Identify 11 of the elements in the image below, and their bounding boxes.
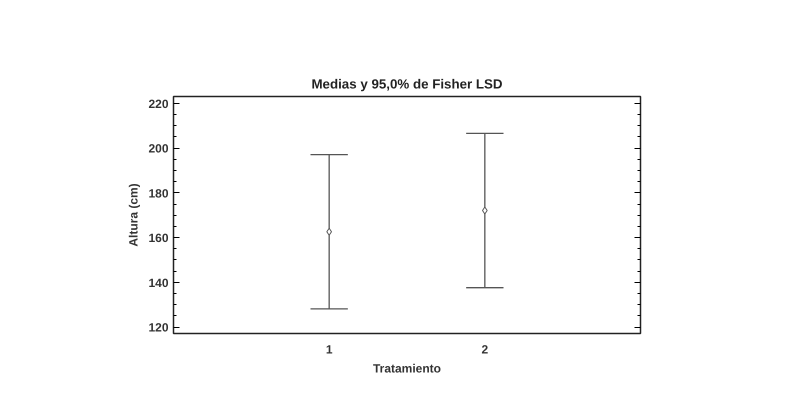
- x-tick-label: 2: [481, 342, 488, 356]
- y-axis-title: Altura (cm): [126, 183, 140, 247]
- x-axis-title: Tratamiento: [372, 362, 442, 376]
- y-tick-label: 140: [148, 276, 169, 290]
- x-tick-label: 1: [326, 342, 333, 356]
- chart-title: Medias y 95,0% de Fisher LSD: [311, 76, 503, 92]
- y-tick-label: 180: [148, 186, 169, 200]
- y-tick-label: 160: [148, 231, 169, 246]
- y-tick-label: 120: [148, 320, 169, 335]
- y-tick-label: 200: [148, 142, 169, 156]
- y-tick-label: 220: [148, 96, 169, 111]
